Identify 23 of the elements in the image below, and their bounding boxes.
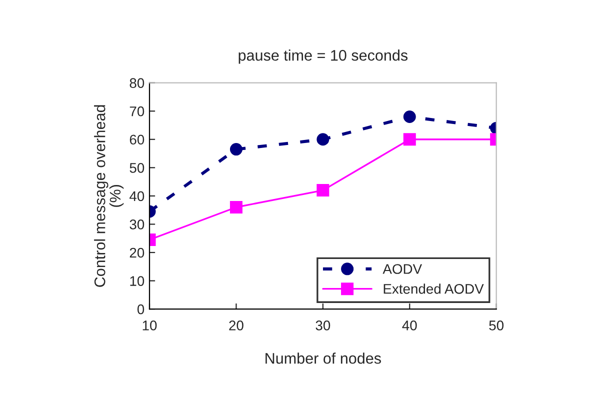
point <box>316 133 330 146</box>
x-tick-label: 10 <box>142 320 157 330</box>
point <box>403 110 416 124</box>
y-tick-label: 50 <box>130 162 144 173</box>
y-tick-label: 70 <box>130 106 144 116</box>
x-tick-label: 50 <box>489 320 504 330</box>
y-tick-label: 20 <box>130 248 144 258</box>
y-tick-label: 60 <box>130 134 144 145</box>
legend-label: Extended AODV <box>384 284 484 294</box>
y-tick-label: 40 <box>130 191 144 202</box>
y-tick-label: 0 <box>137 304 144 314</box>
point <box>316 184 330 197</box>
x-tick-label: 30 <box>316 320 330 330</box>
y-tick-label: 10 <box>130 276 144 286</box>
legend-label: AODV <box>382 264 422 274</box>
chart-title: pause time = 10 seconds <box>238 50 408 64</box>
y-tick-label: 30 <box>130 220 144 230</box>
x-tick-label: 20 <box>229 320 244 330</box>
y-tick-label: 80 <box>130 78 144 88</box>
x-axis-title: Number of nodes <box>266 352 381 364</box>
y-axis-title: Control message overhead (%) <box>94 105 124 287</box>
point <box>403 133 416 146</box>
x-tick-label: 40 <box>402 320 417 330</box>
